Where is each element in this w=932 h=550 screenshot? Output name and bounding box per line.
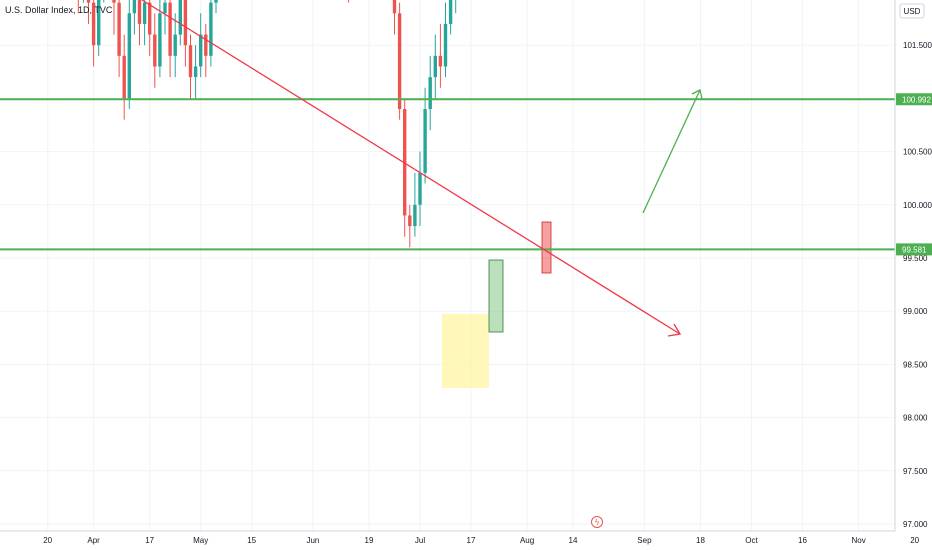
level-price-badge xyxy=(896,93,932,106)
candle-body[interactable] xyxy=(127,13,131,99)
candle-body[interactable] xyxy=(438,55,443,67)
time-axis[interactable]: 20 Apr 17 May 15 Jun 19 Jul 17 Aug 14 Sep 18 Oct 16 Nov… xyxy=(0,530,920,545)
candle-body[interactable] xyxy=(86,0,91,3)
candle-body[interactable] xyxy=(117,2,121,56)
y-tick-label: 98.500 xyxy=(903,360,928,369)
price-axis-background xyxy=(895,0,932,550)
price-labels: 103.524102.842100.99299.581103.46515:52:… xyxy=(896,93,932,256)
currency-badge[interactable] xyxy=(899,3,925,19)
x-tick-label: 17 xyxy=(145,536,154,545)
x-tick-label: 16 xyxy=(798,536,807,545)
candle-body[interactable] xyxy=(433,55,437,78)
event-flash-icon[interactable]: ϟ xyxy=(591,516,603,528)
x-tick-label: Apr xyxy=(87,536,100,545)
level-price-label: 100.992 xyxy=(902,95,931,104)
x-tick-label: Sep xyxy=(637,536,652,545)
level-price-label: 99.581 xyxy=(902,245,927,254)
candle-body[interactable] xyxy=(168,2,172,56)
x-tick-label: Aug xyxy=(520,536,534,545)
candle-body[interactable] xyxy=(142,2,147,24)
consolidation-zone-yellow xyxy=(442,314,489,388)
x-tick-label: 20 xyxy=(910,536,919,545)
candle-body[interactable] xyxy=(392,0,397,14)
candle-body[interactable] xyxy=(193,66,198,78)
chart-title: U.S. Dollar Index, 1D, TVC xyxy=(5,5,113,15)
candle-body[interactable] xyxy=(183,0,188,46)
candle-body[interactable] xyxy=(122,55,126,99)
currency-label: USD xyxy=(904,7,921,16)
candle-body[interactable] xyxy=(188,45,193,78)
candle-body[interactable] xyxy=(418,172,422,205)
candles xyxy=(77,0,457,248)
y-tick-label: 98.000 xyxy=(903,414,928,423)
candle-body[interactable] xyxy=(178,0,182,35)
candle-body[interactable] xyxy=(173,34,177,56)
candle-body[interactable] xyxy=(148,2,152,35)
x-tick-label: 20 xyxy=(43,536,52,545)
downtrend-arrow-head xyxy=(667,323,682,337)
x-tick-label: Oct xyxy=(745,536,758,545)
downtrend-line[interactable] xyxy=(141,0,681,335)
x-ticks: 20 Apr 17 May 15 Jun 19 Jul 17 Aug 14 Sep 18 Oct 16 Nov… xyxy=(43,536,919,545)
candle-body[interactable] xyxy=(209,2,213,56)
price-axis[interactable]: USD 97.000 97.500 98.000 98.500 99.000 99.500… xyxy=(894,0,932,550)
x-tick-label: 17 xyxy=(467,536,476,545)
candle-body[interactable] xyxy=(204,34,208,56)
x-tick-label: May xyxy=(193,536,208,545)
plot-background xyxy=(0,0,895,531)
candle-body[interactable] xyxy=(158,13,162,67)
candle-body[interactable] xyxy=(97,0,101,46)
y-tick-label: 97.000 xyxy=(903,520,928,529)
x-tick-label: 19 xyxy=(365,536,374,545)
drawings xyxy=(141,0,703,337)
x-tick-label: 15 xyxy=(247,536,256,545)
candle-body[interactable] xyxy=(403,109,407,216)
x-tick-label: Nov xyxy=(851,536,865,545)
candle-body[interactable] xyxy=(199,34,203,67)
candle-body[interactable] xyxy=(408,215,412,227)
x-tick-label: 18 xyxy=(696,536,705,545)
y-tick-label: 97.500 xyxy=(903,467,928,476)
projection-arrow-line[interactable] xyxy=(642,89,701,214)
x-tick-label: 14 xyxy=(569,536,578,545)
candle-body[interactable] xyxy=(443,23,448,67)
grid xyxy=(0,0,916,531)
breakout-box-green xyxy=(488,259,504,333)
levels xyxy=(0,98,895,251)
candle-body[interactable] xyxy=(137,0,142,24)
candle-body[interactable] xyxy=(153,34,157,67)
header: U.S. Dollar Index, 1D, TVC xyxy=(5,5,113,15)
candle-body[interactable] xyxy=(163,2,167,14)
y-tick-label: 101.500 xyxy=(903,41,932,50)
candle-body[interactable] xyxy=(423,109,427,173)
y-tick-label: 100.500 xyxy=(903,148,932,157)
y-tick-label: 99.500 xyxy=(903,254,928,263)
candle-body[interactable] xyxy=(397,13,402,110)
y-tick-label: 99.000 xyxy=(903,307,928,316)
candle-body[interactable] xyxy=(214,0,218,3)
candle-body[interactable] xyxy=(413,204,417,227)
level-price-badge xyxy=(896,243,932,256)
y-tick-label: 100.000 xyxy=(903,201,932,210)
svg-text:ϟ: ϟ xyxy=(594,518,599,527)
projection-arrow-head xyxy=(691,89,703,100)
candle-body[interactable] xyxy=(448,0,453,24)
x-tick-label: Jun xyxy=(306,536,319,545)
pattern-zones xyxy=(442,221,552,388)
candle-body[interactable] xyxy=(91,2,96,46)
pullback-box-red xyxy=(541,221,552,274)
candle-body[interactable] xyxy=(132,0,137,14)
x-tick-label: Jul xyxy=(415,536,425,545)
candle-body[interactable] xyxy=(112,0,116,3)
candle-body[interactable] xyxy=(428,77,432,110)
